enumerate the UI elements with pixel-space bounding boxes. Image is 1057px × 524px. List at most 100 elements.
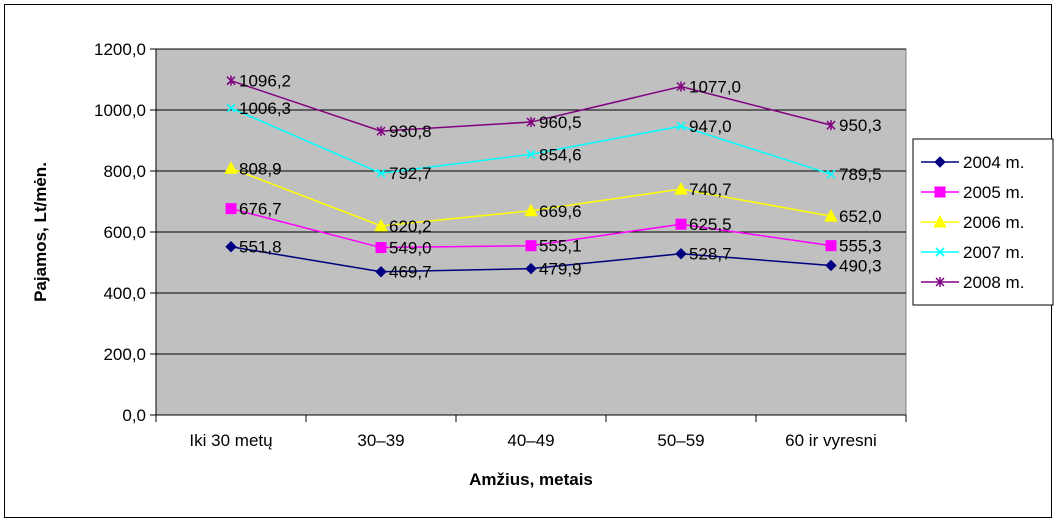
legend: 2004 m. 2005 m. 2006 m. 2007 m. 2008 m. xyxy=(912,138,1054,306)
x-axis-title: Amžius, metais xyxy=(469,470,593,489)
data-point xyxy=(526,117,536,128)
y-tick-label: 200,0 xyxy=(103,345,146,364)
legend-label: 2008 m. xyxy=(963,273,1024,292)
marker-x-stroke xyxy=(935,247,945,257)
marker-diamond xyxy=(225,240,237,253)
data-label: 551,8 xyxy=(239,238,282,257)
data-label: 652,0 xyxy=(839,207,882,226)
marker-square xyxy=(525,240,537,252)
legend-item: 2004 m. xyxy=(921,153,1024,172)
data-point xyxy=(524,203,538,217)
axes: 0,0 200,0 400,0 600,0 800,0 1000,0 1200,0 Iki 3… xyxy=(94,40,907,450)
data-label: 555,3 xyxy=(839,237,882,256)
data-point xyxy=(526,149,536,159)
legend-item: 2006 m. xyxy=(921,213,1024,232)
data-label: 808,9 xyxy=(239,159,282,178)
legend-marker xyxy=(934,156,946,168)
marker-square xyxy=(675,218,687,230)
data-point xyxy=(825,259,837,272)
y-tick-label: 0,0 xyxy=(122,406,146,425)
marker-x-stroke xyxy=(826,169,836,179)
x-tick-label: 40–49 xyxy=(507,431,554,450)
legend-marker xyxy=(935,277,945,287)
data-point xyxy=(224,161,238,174)
y-tick-label: 800,0 xyxy=(103,162,146,181)
series-group xyxy=(224,75,838,278)
data-label: 854,6 xyxy=(539,145,582,164)
legend-label: 2005 m. xyxy=(963,183,1024,202)
legend-label: 2004 m. xyxy=(963,153,1024,172)
data-point xyxy=(525,240,537,252)
marker-diamond xyxy=(675,248,687,260)
data-point xyxy=(825,240,837,252)
marker-triangle xyxy=(524,203,538,217)
legend-marker xyxy=(934,186,946,198)
marker-x-stroke xyxy=(526,149,536,159)
marker-square xyxy=(934,186,946,198)
legend-label: 2006 m. xyxy=(963,213,1024,232)
y-axis-title: Pajamos, Lt/mėn. xyxy=(31,162,50,302)
y-tick-label: 400,0 xyxy=(103,284,146,303)
data-point xyxy=(676,81,686,92)
data-label: 620,2 xyxy=(389,217,432,236)
y-tick-label: 1000,0 xyxy=(94,101,146,120)
y-tick-label: 600,0 xyxy=(103,223,146,242)
data-point xyxy=(675,218,687,230)
marker-square xyxy=(825,240,837,252)
data-point xyxy=(226,103,236,113)
data-label: 789,5 xyxy=(839,165,882,184)
data-point xyxy=(375,266,387,278)
data-label: 950,3 xyxy=(839,116,882,135)
x-tick-label: Iki 30 metų xyxy=(189,431,272,450)
data-label: 960,5 xyxy=(539,113,582,132)
x-tick-label: 30–39 xyxy=(357,431,404,450)
legend-label: 2007 m. xyxy=(963,243,1024,262)
marker-triangle xyxy=(824,209,838,222)
data-label: 1096,2 xyxy=(239,72,291,91)
legend-marker xyxy=(935,247,945,257)
data-point xyxy=(374,218,388,232)
plot-area xyxy=(155,48,907,416)
data-label: 676,7 xyxy=(239,200,282,219)
data-point xyxy=(826,120,836,131)
data-label: 1077,0 xyxy=(689,78,741,97)
marker-triangle xyxy=(674,182,688,195)
data-label: 625,5 xyxy=(689,215,732,234)
data-label: 740,7 xyxy=(689,180,732,199)
data-point xyxy=(525,262,537,275)
data-point xyxy=(826,169,836,179)
data-point xyxy=(824,209,838,222)
data-label: 549,0 xyxy=(389,239,432,258)
data-label: 479,9 xyxy=(539,260,582,279)
marker-diamond xyxy=(375,266,387,278)
legend-item: 2005 m. xyxy=(921,183,1024,202)
marker-x-stroke xyxy=(226,103,236,113)
marker-square xyxy=(225,203,237,215)
y-tick-label: 1200,0 xyxy=(94,40,146,59)
data-label: 669,6 xyxy=(539,202,582,221)
data-point xyxy=(225,240,237,253)
marker-x-stroke xyxy=(676,121,686,131)
data-labels: 551,8 469,7 479,9 528,7 490,3 676,7 549,0 555,1… xyxy=(239,72,882,282)
marker-triangle xyxy=(374,218,388,232)
marker-diamond xyxy=(525,262,537,275)
legend-item: 2008 m. xyxy=(921,273,1024,292)
data-point xyxy=(675,248,687,260)
marker-triangle xyxy=(224,161,238,174)
marker-square xyxy=(375,242,387,254)
data-label: 1006,3 xyxy=(239,99,291,118)
marker-diamond xyxy=(825,259,837,272)
data-label: 792,7 xyxy=(389,164,432,183)
data-point xyxy=(225,203,237,215)
data-label: 555,1 xyxy=(539,237,582,256)
data-point xyxy=(375,242,387,254)
legend-marker xyxy=(933,214,947,228)
data-point xyxy=(226,75,236,86)
x-tick-label: 60 ir vyresni xyxy=(785,431,877,450)
data-label: 947,0 xyxy=(689,117,732,136)
data-point xyxy=(376,126,386,137)
data-label: 528,7 xyxy=(689,245,732,264)
legend-item: 2007 m. xyxy=(921,243,1024,262)
data-label: 490,3 xyxy=(839,256,882,275)
